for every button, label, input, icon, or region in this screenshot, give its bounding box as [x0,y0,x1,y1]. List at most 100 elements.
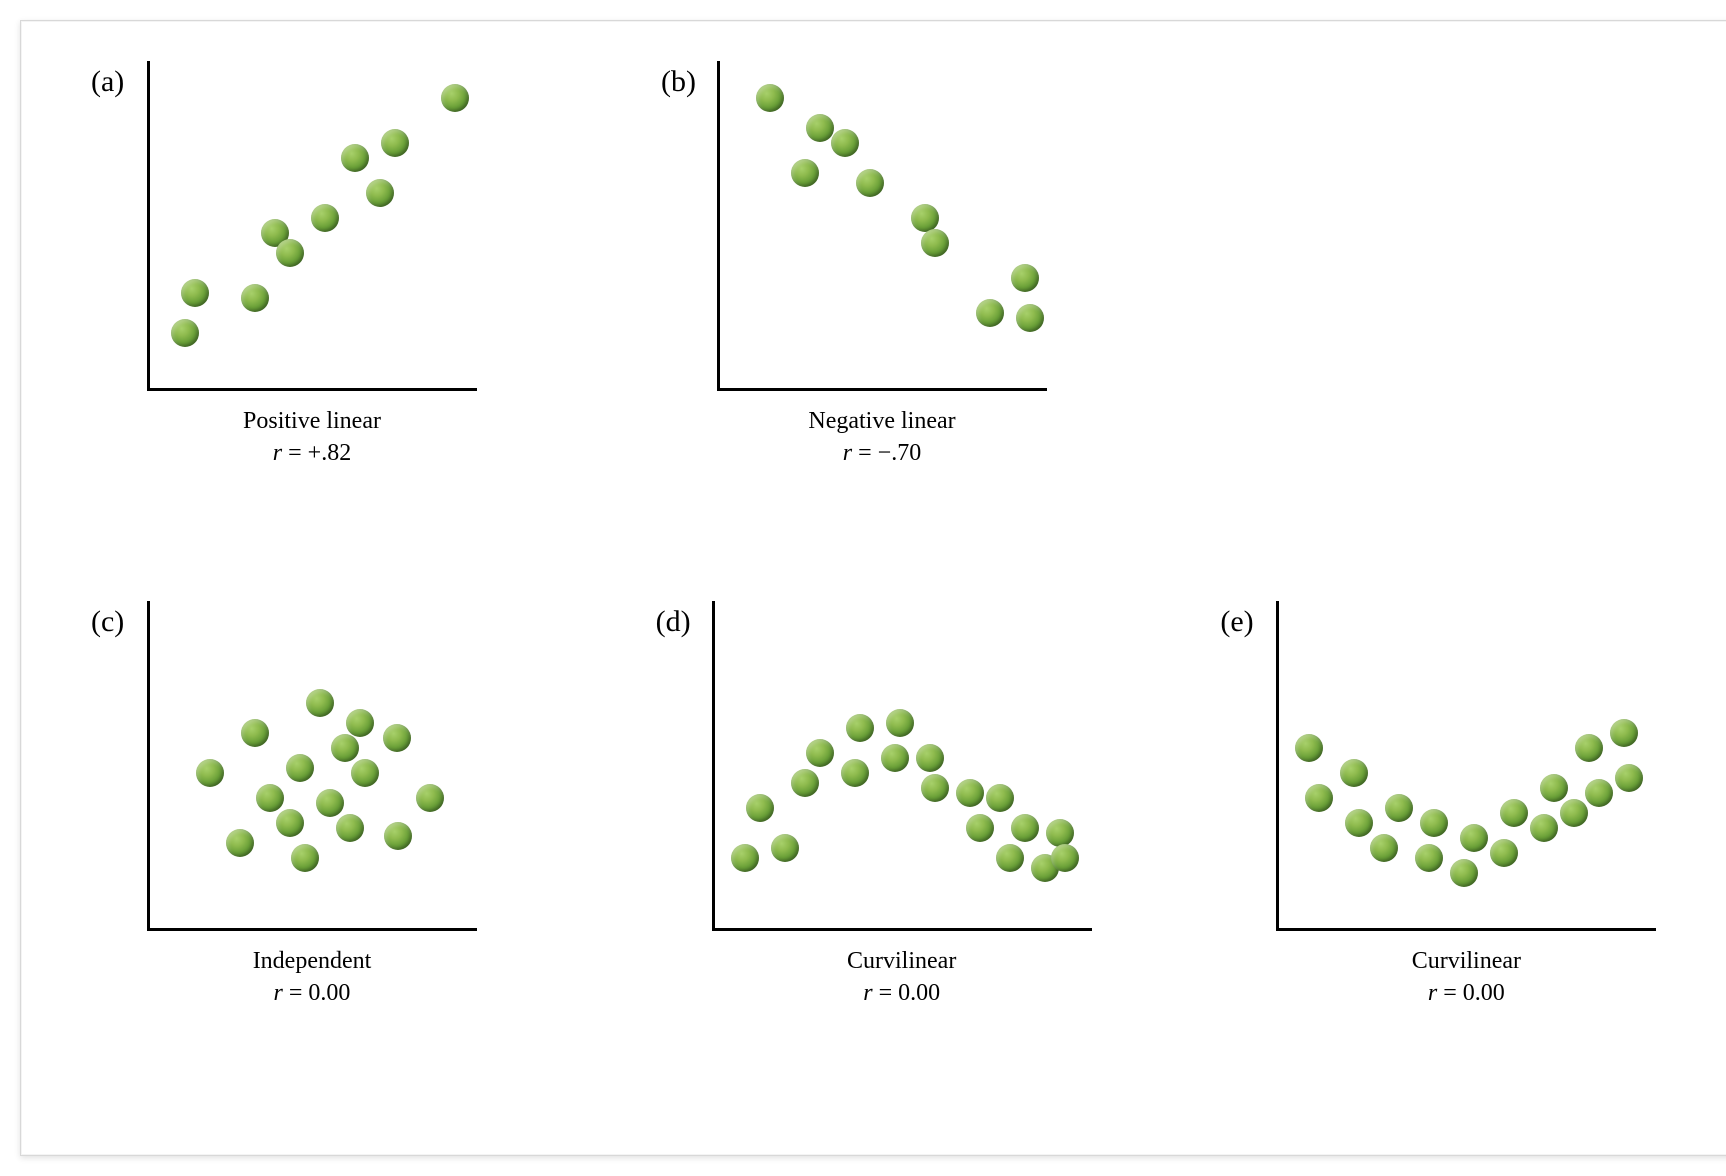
chart-block-c: Independent r = 0.00 [147,601,477,1010]
scatter-dot [911,204,939,232]
chart-block-d: Curvilinear r = 0.00 [712,601,1092,1010]
panel-a: (a) Positive linear r = +.82 [91,61,591,531]
scatter-dot [336,814,364,842]
scatter-dot [956,779,984,807]
caption-d: Curvilinear r = 0.00 [847,945,956,1010]
scatter-dot [171,319,199,347]
scatter-dot [966,814,994,842]
scatter-dot [921,774,949,802]
scatter-dot [886,709,914,737]
r-symbol: r [843,440,852,466]
caption-r: r = 0.00 [1412,977,1521,1009]
scatter-dot [976,299,1004,327]
scatter-dot [771,834,799,862]
caption-r: r = 0.00 [253,977,372,1009]
panel-letter: (b) [661,61,717,99]
bottom-row: (c) Independent r = 0.00 (d) Curvilinear… [51,601,1715,1071]
scatter-dot [196,759,224,787]
r-value: = +.82 [282,440,351,466]
caption-r: r = 0.00 [847,977,956,1009]
r-value: = −.70 [852,440,921,466]
scatter-dot [1575,734,1603,762]
scatter-dot [1385,794,1413,822]
scatter-dot [1016,304,1044,332]
panel-d: (d) Curvilinear r = 0.00 [656,601,1151,1071]
scatter-dot [291,844,319,872]
scatter-dot [276,809,304,837]
scatter-dot [1340,759,1368,787]
scatter-dot [1370,834,1398,862]
scatter-dot [1450,859,1478,887]
scatter-dot [306,689,334,717]
r-value: = 0.00 [283,980,351,1006]
scatter-dot [384,822,412,850]
scatter-dot [1530,814,1558,842]
caption-r: r = +.82 [243,437,381,469]
caption-title: Independent [253,945,372,977]
chart-block-b: Negative linear r = −.70 [717,61,1047,470]
scatter-dot [1046,819,1074,847]
scatter-dot [1560,799,1588,827]
scatter-dot [1615,764,1643,792]
scatter-dot [311,204,339,232]
scatter-dot [381,129,409,157]
caption-c: Independent r = 0.00 [253,945,372,1010]
scatter-dot [996,844,1024,872]
caption-a: Positive linear r = +.82 [243,405,381,470]
scatter-dot [1460,824,1488,852]
scatter-dot [1490,839,1518,867]
scatter-dot [916,744,944,772]
caption-title: Curvilinear [1412,945,1521,977]
scatter-dot [341,144,369,172]
r-value: = 0.00 [1437,980,1505,1006]
scatter-dot [286,754,314,782]
scatter-dot [441,84,469,112]
panel-letter: (e) [1220,601,1276,639]
caption-e: Curvilinear r = 0.00 [1412,945,1521,1010]
scatter-dot [1305,784,1333,812]
scatter-dot [226,829,254,857]
scatter-plot-e [1276,601,1656,931]
scatter-plot-c [147,601,477,931]
scatter-dot [331,734,359,762]
r-symbol: r [1428,980,1437,1006]
scatter-dot [316,789,344,817]
scatter-dot [1420,809,1448,837]
scatter-plot-b [717,61,1047,391]
scatter-dot [1500,799,1528,827]
scatter-plot-d [712,601,1092,931]
scatter-dot [241,284,269,312]
scatter-dot [1345,809,1373,837]
caption-title: Negative linear [808,405,955,437]
chart-block-e: Curvilinear r = 0.00 [1276,601,1656,1010]
scatter-dot [241,719,269,747]
scatter-dot [1540,774,1568,802]
scatter-dot [351,759,379,787]
scatter-dot [856,169,884,197]
caption-title: Positive linear [243,405,381,437]
scatter-dot [181,279,209,307]
scatter-dot [791,769,819,797]
r-symbol: r [274,980,283,1006]
scatter-dot [756,84,784,112]
caption-title: Curvilinear [847,945,956,977]
scatter-dot [731,844,759,872]
panel-c: (c) Independent r = 0.00 [91,601,586,1071]
scatter-dot [791,159,819,187]
scatter-dot [1011,264,1039,292]
figure-frame: (a) Positive linear r = +.82 (b) Negativ… [20,20,1726,1156]
caption-r: r = −.70 [808,437,955,469]
scatter-dot [1610,719,1638,747]
chart-block-a: Positive linear r = +.82 [147,61,477,470]
scatter-dot [921,229,949,257]
scatter-dot [806,739,834,767]
scatter-dot [1295,734,1323,762]
panel-b: (b) Negative linear r = −.70 [661,61,1161,531]
panel-letter: (a) [91,61,147,99]
r-symbol: r [863,980,872,1006]
top-row: (a) Positive linear r = +.82 (b) Negativ… [51,61,1715,531]
scatter-dot [346,709,374,737]
scatter-dot [841,759,869,787]
r-value: = 0.00 [873,980,941,1006]
scatter-dot [1415,844,1443,872]
